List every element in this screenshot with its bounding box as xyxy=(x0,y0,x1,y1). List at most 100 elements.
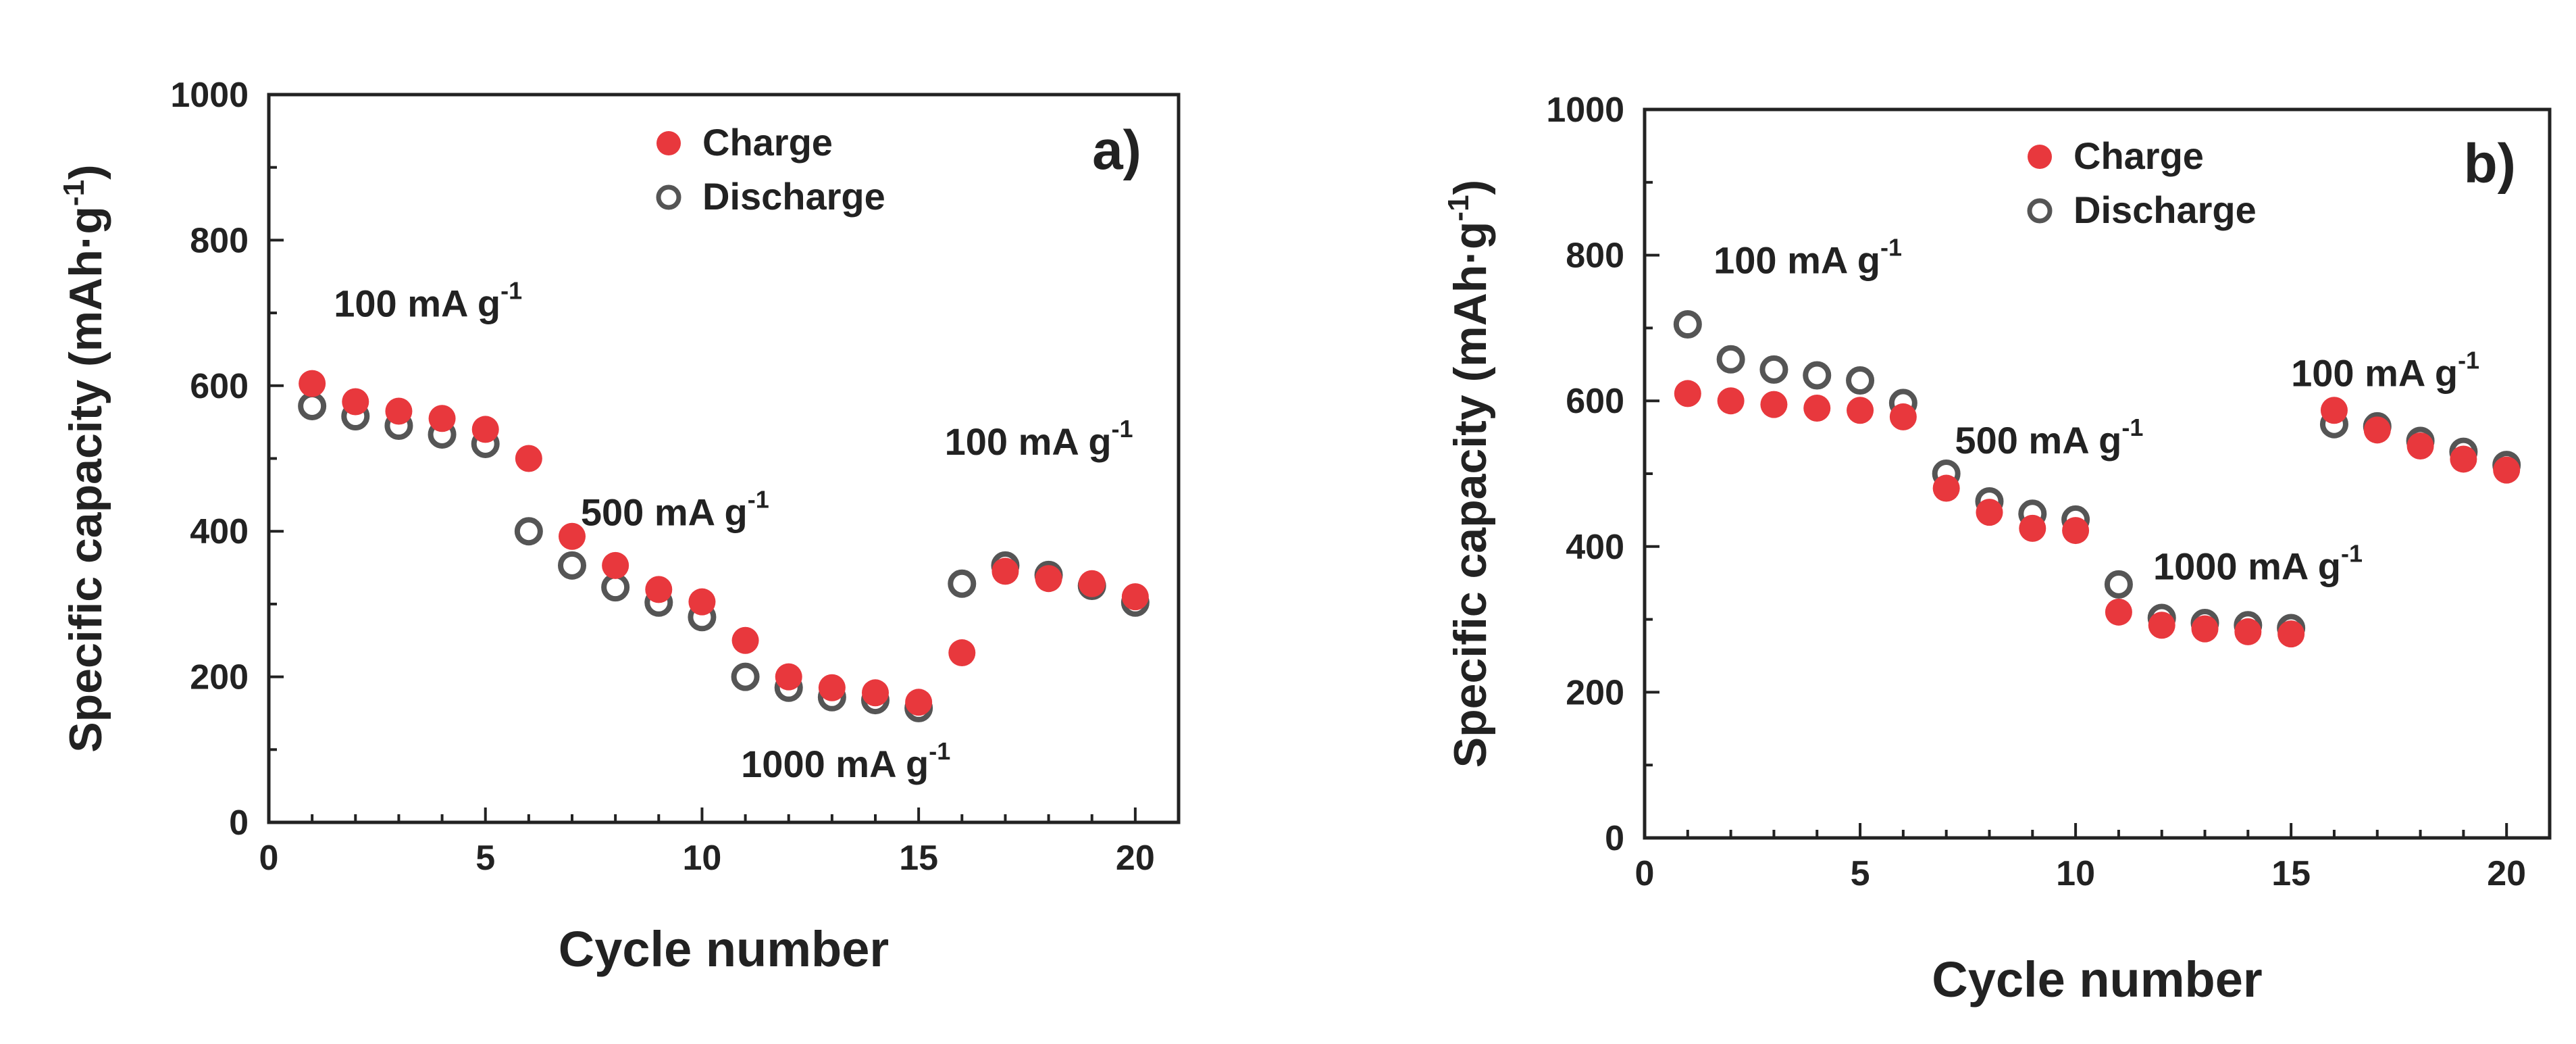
rate-annotation-text: 1000 mA g xyxy=(2153,545,2341,587)
charge-point xyxy=(991,557,1019,585)
charge-point xyxy=(559,522,586,550)
rate-annotation: 100 mA g-1 xyxy=(945,415,1133,463)
y-tick-label: 200 xyxy=(190,658,249,697)
charge-point xyxy=(905,689,933,716)
panel-tag-label: a) xyxy=(1092,120,1141,181)
y-axis-title-main: Specific capacity (mAh·g xyxy=(1445,222,1496,768)
x-tick-label: 20 xyxy=(1116,839,1155,878)
charge-point xyxy=(688,588,716,616)
legend-label-discharge: Discharge xyxy=(2073,189,2257,231)
legend-marker-discharge xyxy=(2027,198,2053,224)
charge-point xyxy=(602,551,629,579)
rate-annotation-sup: -1 xyxy=(500,276,522,304)
rate-annotation-sup: -1 xyxy=(748,486,769,514)
x-tick-label: 15 xyxy=(2271,854,2311,893)
charge-point xyxy=(428,405,456,432)
discharge-point xyxy=(948,569,977,598)
y-tick-label: 800 xyxy=(1566,237,1624,276)
rate-annotation-text: 100 mA g xyxy=(334,282,500,324)
rate-annotation-sup: -1 xyxy=(2341,539,2363,567)
y-axis-title-close: ) xyxy=(1445,180,1496,195)
charge-point xyxy=(2406,432,2434,460)
charge-point xyxy=(731,626,759,654)
charge-point xyxy=(862,679,889,707)
charge-point xyxy=(2363,416,2391,444)
y-tick-label: 1000 xyxy=(1546,91,1624,130)
rate-annotation-text: 1000 mA g xyxy=(741,743,929,785)
charge-point xyxy=(1932,474,1960,502)
charge-point xyxy=(471,416,499,443)
charge-point xyxy=(515,445,542,472)
rate-annotation: 1000 mA g-1 xyxy=(2153,539,2363,587)
charge-point xyxy=(1847,397,1874,424)
rate-annotation-sup: -1 xyxy=(929,737,950,765)
discharge-point xyxy=(731,662,760,691)
legend-label-discharge: Discharge xyxy=(702,175,885,218)
x-tick-label: 10 xyxy=(683,839,722,878)
x-tick-label: 5 xyxy=(1851,854,1870,893)
discharge-point xyxy=(2104,570,2133,599)
charge-point xyxy=(2320,397,2348,424)
x-tick-label: 5 xyxy=(475,839,495,878)
rate-annotation-text: 500 mA g xyxy=(581,491,748,534)
discharge-point xyxy=(1759,355,1788,384)
y-tick-label: 800 xyxy=(190,221,249,260)
discharge-point xyxy=(1716,345,1745,374)
discharge-point xyxy=(558,551,586,580)
charge-point xyxy=(1121,583,1149,611)
charge-point xyxy=(1889,403,1917,430)
discharge-point xyxy=(1803,361,1832,390)
rate-annotation: 500 mA g-1 xyxy=(1955,414,2143,462)
y-tick-label: 400 xyxy=(190,512,249,551)
legend-marker-charge xyxy=(656,131,681,155)
y-tick-label: 0 xyxy=(229,803,249,843)
y-tick-label: 400 xyxy=(1566,528,1624,567)
y-tick-label: 600 xyxy=(190,367,249,406)
rate-annotation-text: 100 mA g xyxy=(945,420,1112,463)
y-axis-title: Specific capacity (mAh·g-1) xyxy=(57,164,111,752)
y-axis-title-main: Specific capacity (mAh·g xyxy=(60,206,111,753)
charge-point xyxy=(1803,394,1831,422)
charge-point xyxy=(1976,499,2003,526)
x-tick-label: 10 xyxy=(2056,854,2095,893)
charge-point xyxy=(2277,620,2305,648)
discharge-point xyxy=(514,517,543,546)
charge-point xyxy=(1717,387,1745,415)
legend-marker-discharge xyxy=(656,184,681,210)
rate-annotation: 100 mA g-1 xyxy=(1714,234,1902,282)
discharge-point xyxy=(1673,310,1702,339)
charge-point xyxy=(2148,612,2175,639)
legend-label-charge: Charge xyxy=(2073,134,2204,177)
x-tick-label: 0 xyxy=(259,839,279,878)
legend-label-charge: Charge xyxy=(702,121,833,164)
rate-annotation: 1000 mA g-1 xyxy=(741,737,950,785)
charge-point xyxy=(1035,565,1062,593)
charge-point xyxy=(299,370,326,397)
y-tick-label: 600 xyxy=(1566,382,1624,421)
charge-point xyxy=(2191,615,2219,643)
charge-point xyxy=(818,674,846,701)
panel-tag-label: b) xyxy=(2464,133,2516,195)
y-axis-title: Specific capacity (mAh·g-1) xyxy=(1442,180,1496,768)
rate-annotation-text: 500 mA g xyxy=(1955,419,2121,462)
discharge-point xyxy=(601,573,630,602)
y-axis-title-sup: -1 xyxy=(1442,195,1475,221)
charge-point xyxy=(1078,570,1106,597)
charge-point xyxy=(342,388,369,416)
charge-point xyxy=(2019,514,2046,542)
y-axis-title-sup: -1 xyxy=(57,180,91,206)
rate-annotation-text: 100 mA g xyxy=(1714,239,1880,282)
charge-point xyxy=(2450,445,2477,473)
charge-point xyxy=(948,639,976,667)
x-axis-title: Cycle number xyxy=(559,921,889,977)
charge-point xyxy=(2493,456,2521,484)
charge-point xyxy=(385,397,413,425)
rate-annotation: 500 mA g-1 xyxy=(581,486,769,534)
charge-point xyxy=(2062,517,2090,545)
charge-point xyxy=(2105,598,2132,626)
y-tick-label: 0 xyxy=(1605,819,1624,858)
discharge-point xyxy=(298,391,327,420)
